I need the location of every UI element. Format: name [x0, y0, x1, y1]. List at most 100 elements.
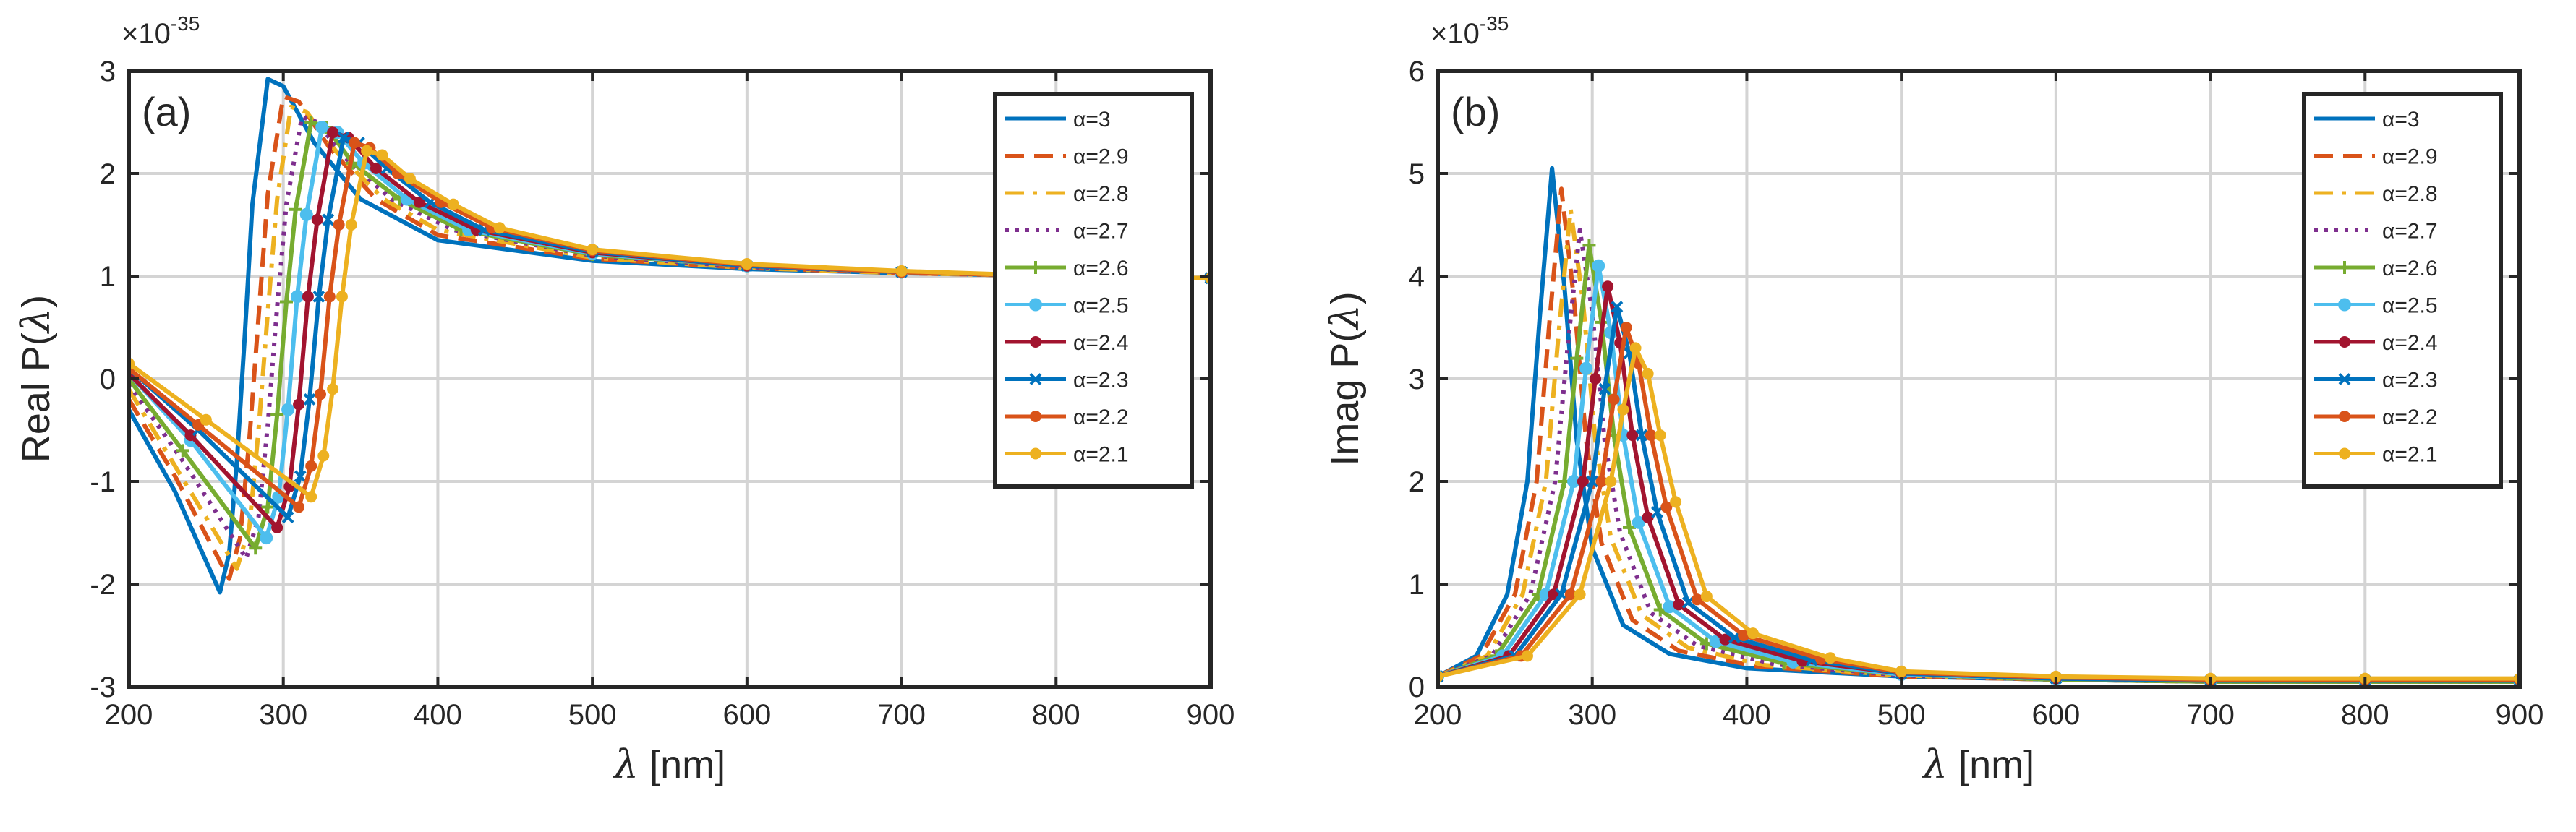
data-point — [1670, 496, 1682, 508]
data-point — [1681, 596, 1694, 609]
legend-box — [993, 92, 1194, 489]
data-point — [1577, 476, 1589, 487]
legend-entry: α=2.9 — [1005, 145, 1129, 169]
legend-entry: α=2.3 — [1005, 369, 1129, 393]
data-point — [270, 408, 284, 421]
x-tick-label: 200 — [1414, 699, 1462, 731]
data-point — [305, 460, 317, 472]
data-point — [200, 413, 212, 426]
data-point — [290, 290, 304, 304]
data-point — [1620, 322, 1632, 333]
y-axis-text: Real P( — [14, 333, 58, 463]
data-point — [1586, 475, 1599, 488]
data-point — [1626, 429, 1639, 442]
data-point — [1617, 403, 1629, 416]
data-point — [293, 398, 305, 411]
data-point — [1629, 342, 1642, 354]
data-point — [1611, 301, 1624, 314]
data-point — [1747, 627, 1759, 640]
legend-label: α=2.9 — [1073, 145, 1129, 169]
exponent-power: -35 — [171, 12, 200, 35]
data-point — [1824, 652, 1836, 664]
legend-marker — [2339, 411, 2350, 422]
legend-marker — [2338, 298, 2351, 312]
data-point — [294, 470, 307, 483]
data-point — [1608, 393, 1620, 406]
data-point — [1589, 373, 1601, 385]
legend-marker — [1030, 411, 1041, 422]
exponent-power: -35 — [1480, 12, 1509, 35]
panel-a: 200 300 400 500 600 700 800 900 -3 -2 -1 0 1 2 3×10-35… — [13, 12, 1234, 787]
data-point — [1564, 588, 1577, 601]
data-point — [304, 116, 318, 129]
data-point — [376, 149, 388, 161]
x-tick-label: 700 — [877, 699, 926, 731]
legend-label: α=3 — [2382, 108, 2420, 132]
data-point — [447, 198, 459, 210]
data-point — [184, 429, 197, 442]
legend-entry: α=2.5 — [1005, 294, 1129, 318]
legend-entry: α=2.4 — [1005, 331, 1129, 355]
panel-b: 200 300 400 500 600 700 800 900 0 1 2 3 4 5 6×10-35 (b)… — [1322, 12, 2543, 787]
x-tick-label: 400 — [414, 699, 462, 731]
y-tick-label: -1 — [90, 466, 116, 498]
x-tick-label: 500 — [1877, 699, 1926, 731]
y-tick-label: 2 — [1409, 466, 1425, 498]
panel-label: (b) — [1451, 89, 1500, 134]
legend-entry: α=2.5 — [2314, 294, 2438, 318]
data-point — [1574, 588, 1586, 601]
y-exponent-label: ×10-35 — [121, 12, 200, 50]
y-tick-label: 1 — [1409, 569, 1425, 601]
data-point — [1654, 429, 1666, 442]
x-tick-label: 400 — [1723, 699, 1771, 731]
data-point — [1579, 361, 1593, 375]
x-tick-label: 800 — [2341, 699, 2389, 731]
legend-entry: α=2.7 — [1005, 220, 1129, 244]
y-axis-close: ) — [1323, 291, 1367, 304]
data-point — [895, 265, 908, 277]
exponent-base: ×10 — [121, 18, 171, 50]
legend-label: α=2.8 — [1073, 182, 1129, 206]
y-axis-label: Real P(λ) — [13, 295, 59, 463]
data-point — [1582, 239, 1596, 252]
data-point — [1632, 515, 1645, 529]
data-point — [1738, 630, 1750, 641]
x-tick-label: 300 — [259, 699, 307, 731]
legend-label: α=2.6 — [1073, 257, 1129, 280]
legend-label: α=2.6 — [2382, 257, 2438, 280]
data-point — [413, 196, 425, 208]
data-point — [741, 257, 753, 270]
data-point — [1642, 367, 1654, 379]
legend-label: α=2.8 — [2382, 182, 2438, 206]
y-exponent-label: ×10-35 — [1430, 12, 1509, 50]
legend-entry: α=2.6 — [1005, 257, 1129, 280]
data-point — [311, 213, 323, 226]
data-point — [2050, 670, 2062, 682]
y-tick-label: 6 — [1409, 56, 1425, 87]
x-tick-label: 900 — [2496, 699, 2544, 731]
x-axis-text: [nm] — [639, 743, 725, 786]
legend-marker — [1030, 336, 1041, 348]
y-tick-label: 2 — [100, 158, 116, 190]
data-point — [299, 207, 313, 221]
y-tick-label: -3 — [90, 672, 116, 703]
legend-label: α=2.3 — [1073, 369, 1129, 393]
data-point — [1555, 588, 1568, 601]
legend-entry: α=2.1 — [2314, 443, 2438, 467]
legend-label: α=2.2 — [1073, 406, 1129, 429]
data-point — [349, 137, 361, 149]
y-tick-label: 5 — [1409, 158, 1425, 190]
data-point — [317, 450, 330, 462]
x-axis-label: λ [nm] — [1922, 742, 2034, 787]
data-point — [361, 145, 373, 157]
data-point — [1895, 665, 1908, 677]
legend-entry: α=2.9 — [2314, 145, 2438, 169]
x-tick-label: 700 — [2186, 699, 2235, 731]
legend-label: α=2.1 — [2382, 443, 2438, 467]
data-point — [305, 491, 317, 503]
data-point — [1660, 501, 1673, 513]
panel-label: (a) — [142, 89, 191, 134]
legend-box — [2302, 92, 2503, 489]
x-tick-label: 200 — [105, 699, 153, 731]
y-tick-label: 3 — [1409, 364, 1425, 395]
